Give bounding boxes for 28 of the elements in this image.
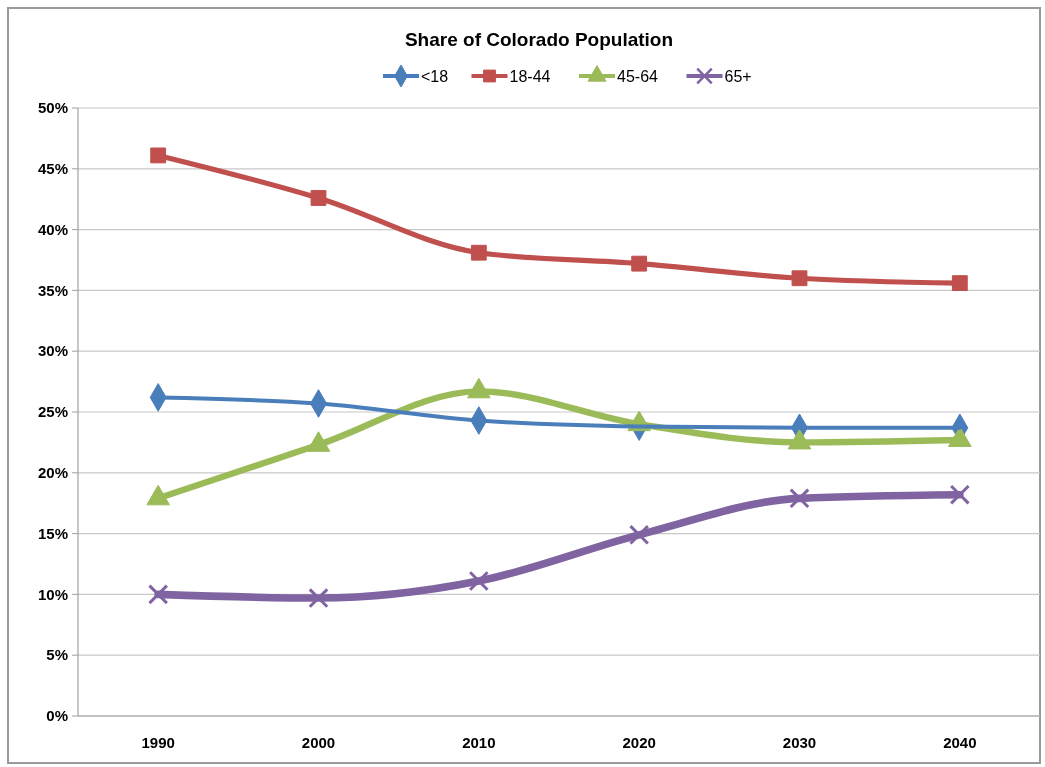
y-tick-label: 0% xyxy=(46,707,68,725)
y-tick-label: 25% xyxy=(37,403,68,421)
y-tick-label: 30% xyxy=(37,342,68,360)
legend-label: 65+ xyxy=(724,67,752,85)
point xyxy=(147,584,169,605)
y-tick-label: 20% xyxy=(37,464,68,482)
y-tick-label: 15% xyxy=(37,524,68,542)
legend-label: 45-64 xyxy=(617,67,659,85)
x-tick-label: 2000 xyxy=(301,734,336,751)
legend-label: 18-44 xyxy=(509,67,551,85)
x-tick-label: 2010 xyxy=(462,734,496,751)
y-tick-label: 35% xyxy=(37,281,68,299)
y-tick-label: 5% xyxy=(46,646,68,664)
point xyxy=(628,524,650,546)
x-tick-label: 1990 xyxy=(141,734,175,751)
x-tick-label: 2040 xyxy=(943,734,977,751)
x-tick-label: 2030 xyxy=(782,734,817,751)
x-tick-label: 2020 xyxy=(622,734,656,751)
point xyxy=(949,484,971,505)
point xyxy=(308,587,329,609)
y-tick-label: 40% xyxy=(37,220,68,238)
y-tick-label: 45% xyxy=(37,160,68,178)
y-tick-label: 10% xyxy=(37,585,68,603)
y-tick-label: 50% xyxy=(37,99,68,117)
point xyxy=(789,488,810,509)
point xyxy=(468,570,490,592)
chart-title: Share of Colorado Population xyxy=(404,29,674,50)
legend-label: <18 xyxy=(421,67,449,85)
